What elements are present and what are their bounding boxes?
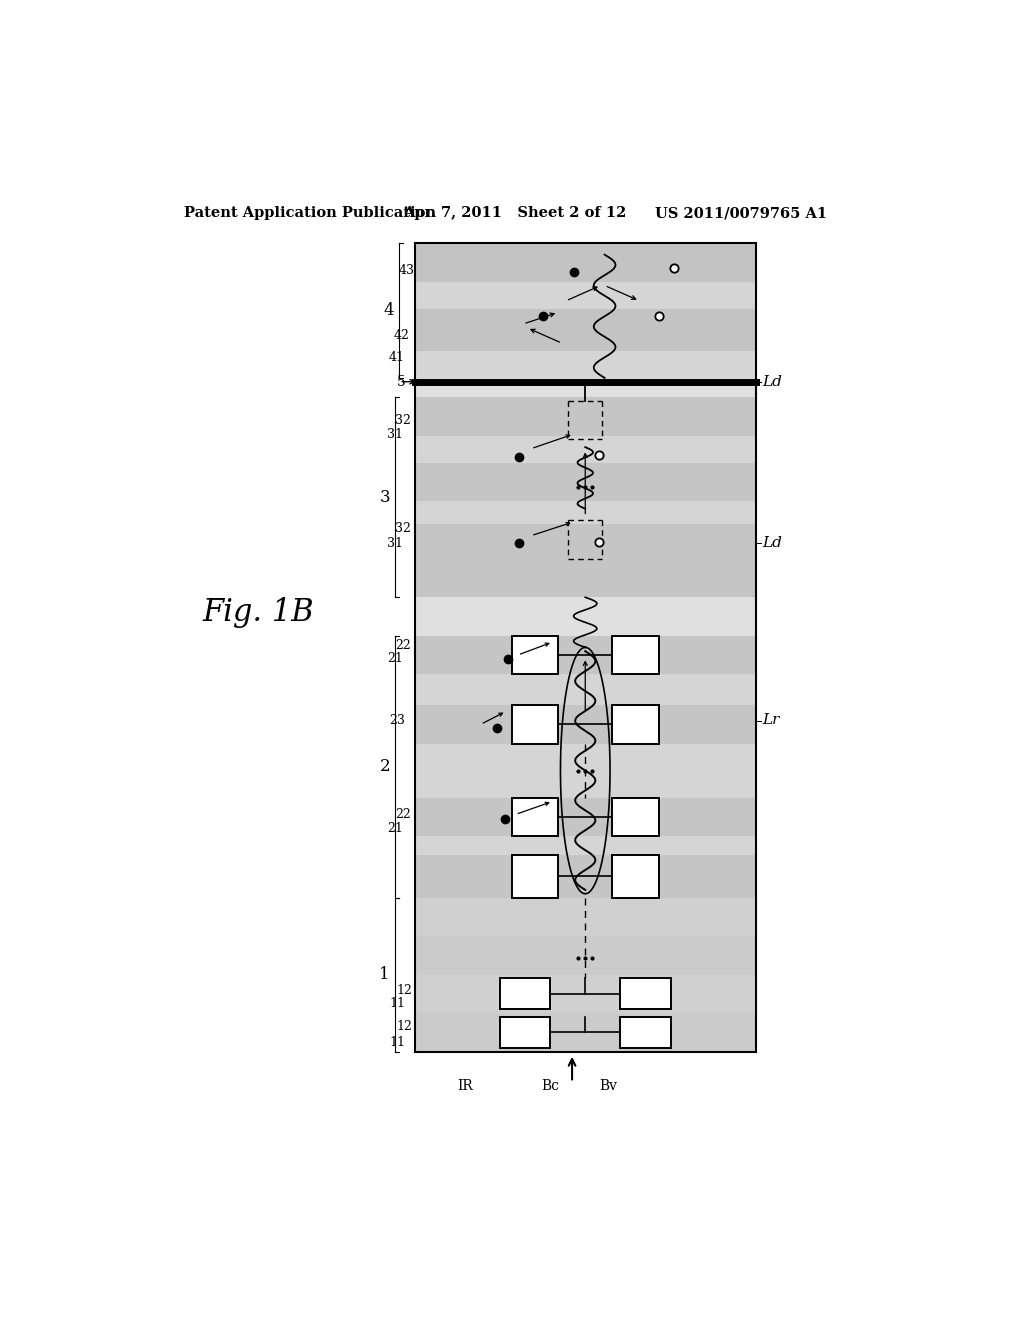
Bar (415, 524, 756, 562)
Text: 11: 11 (389, 998, 406, 1010)
Bar (612, 636, 658, 675)
Text: 1: 1 (379, 966, 390, 983)
Bar (415, 855, 756, 898)
Text: 2: 2 (379, 758, 390, 775)
Text: 31: 31 (387, 428, 403, 441)
Bar (415, 898, 756, 936)
Bar (512, 855, 558, 898)
Bar (612, 855, 658, 898)
Text: 4: 4 (383, 302, 394, 319)
Text: Fig. 1B: Fig. 1B (203, 597, 314, 628)
Text: 32: 32 (395, 521, 411, 535)
Text: 5: 5 (396, 375, 406, 388)
Text: US 2011/0079765 A1: US 2011/0079765 A1 (655, 206, 827, 220)
Text: Bc: Bc (542, 1078, 559, 1093)
Bar (500, 978, 550, 1010)
Text: 42: 42 (393, 329, 410, 342)
Text: 22: 22 (395, 639, 411, 652)
Bar (512, 636, 558, 675)
Text: Ld: Ld (762, 375, 782, 388)
Bar (500, 1016, 550, 1048)
Text: 41: 41 (389, 351, 404, 363)
Bar (512, 705, 558, 743)
Text: 32: 32 (395, 413, 411, 426)
Text: Ld: Ld (762, 536, 782, 550)
Bar (415, 397, 756, 598)
Bar (415, 243, 756, 281)
Bar (415, 243, 756, 1052)
Text: 12: 12 (396, 983, 413, 997)
Bar (415, 462, 756, 502)
Bar (621, 1016, 671, 1048)
Text: Lr: Lr (762, 714, 779, 727)
Bar (415, 397, 756, 436)
Bar (612, 797, 658, 836)
Text: 11: 11 (389, 1036, 406, 1049)
Text: 21: 21 (387, 652, 403, 665)
Bar (415, 562, 756, 598)
Text: Patent Application Publication: Patent Application Publication (183, 206, 436, 220)
Bar (612, 705, 658, 743)
Text: 23: 23 (389, 714, 406, 727)
Bar (415, 898, 756, 1052)
Bar (415, 309, 756, 351)
Bar (415, 243, 756, 1052)
Bar (415, 705, 756, 743)
Text: 31: 31 (387, 537, 403, 550)
Text: 3: 3 (379, 488, 390, 506)
Text: Bv: Bv (599, 1078, 617, 1093)
Bar (415, 243, 756, 381)
Text: 22: 22 (395, 808, 411, 821)
Bar (415, 636, 756, 898)
Text: 21: 21 (387, 822, 403, 834)
Bar (512, 797, 558, 836)
Text: IR: IR (458, 1078, 473, 1093)
Bar (415, 974, 756, 1014)
Text: 12: 12 (396, 1020, 413, 1034)
Bar (415, 636, 756, 675)
Bar (415, 797, 756, 836)
Text: Apr. 7, 2011   Sheet 2 of 12: Apr. 7, 2011 Sheet 2 of 12 (403, 206, 627, 220)
Text: 43: 43 (398, 264, 415, 277)
Bar (621, 978, 671, 1010)
